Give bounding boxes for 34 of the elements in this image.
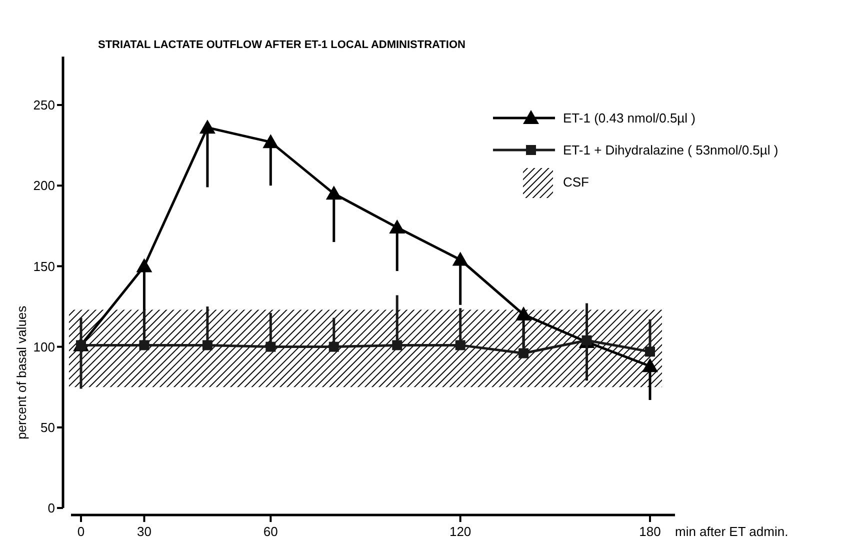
x-axis-title: min after ET admin.: [675, 524, 788, 539]
x-tick-label: 60: [263, 524, 278, 539]
point: [455, 340, 466, 350]
point: [582, 335, 592, 346]
y-tick-label: 50: [40, 420, 55, 435]
point: [452, 252, 468, 266]
y-axis-title: percent of basal values: [14, 305, 29, 440]
point: [266, 342, 276, 352]
point: [389, 220, 406, 234]
legend-label: CSF: [563, 174, 590, 190]
point: [202, 340, 212, 350]
y-tick-label: 100: [33, 339, 55, 354]
point: [139, 340, 150, 350]
point: [518, 348, 529, 358]
x-tick-label: 120: [449, 524, 472, 539]
legend-label: ET-1 + Dihydralazine ( 53nmol/0.5µl ): [563, 142, 778, 158]
point: [326, 186, 342, 200]
y-tick-label: 200: [33, 178, 55, 194]
point: [516, 306, 532, 321]
y-tick-label: 0: [48, 500, 55, 516]
legend-label: ET-1 (0.43 nmol/0.5µl ): [563, 110, 696, 126]
x-tick-label: 0: [77, 524, 85, 539]
x-tick-label: 180: [639, 524, 661, 539]
point: [392, 340, 402, 350]
y-tick-label: 150: [33, 258, 55, 274]
point: [645, 346, 655, 357]
point: [642, 358, 658, 372]
chart-title: STRIATAL LACTATE OUTFLOW AFTER ET-1 LOCAL ADMINISTRATION: [98, 39, 466, 51]
y-tick-label: 250: [33, 98, 55, 113]
x-tick-label: 30: [136, 524, 152, 539]
point: [136, 258, 152, 272]
point: [328, 342, 339, 352]
point: [199, 120, 216, 134]
point: [262, 134, 279, 148]
